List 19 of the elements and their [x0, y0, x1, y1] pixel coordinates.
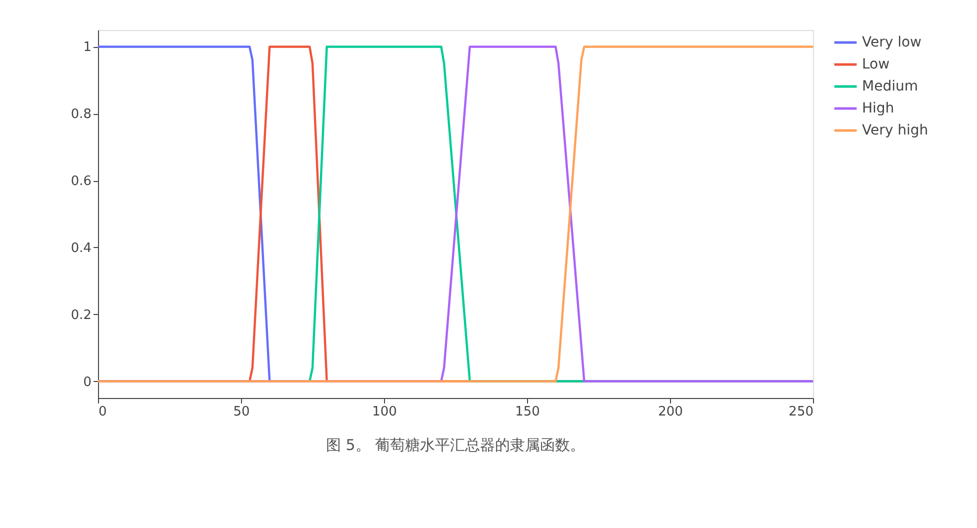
y-tick-label: 0: [83, 374, 92, 390]
legend-label: High: [862, 100, 894, 116]
legend-label: Low: [862, 56, 890, 72]
x-tick-label: 50: [233, 404, 250, 420]
caption: 图 5。 葡萄糖水平汇总器的隶属函数。: [326, 436, 586, 454]
y-tick-label: 1: [83, 40, 92, 56]
legend-label: Very high: [862, 122, 928, 138]
legend-label: Very low: [862, 34, 922, 50]
line-series: [96, 46, 814, 382]
y-tick-label: 0.6: [70, 174, 92, 190]
x-tick-label: 200: [658, 404, 683, 420]
x-tick-label: 0: [98, 404, 107, 420]
x-tick-label: 250: [788, 404, 814, 420]
x-tick-label: 100: [372, 404, 397, 420]
y-tick-label: 0.2: [70, 308, 92, 323]
x-tick-label: 150: [515, 404, 540, 420]
legend-label: Medium: [862, 78, 918, 94]
y-tick-label: 0.8: [70, 107, 92, 122]
y-tick-label: 0.4: [70, 240, 92, 256]
